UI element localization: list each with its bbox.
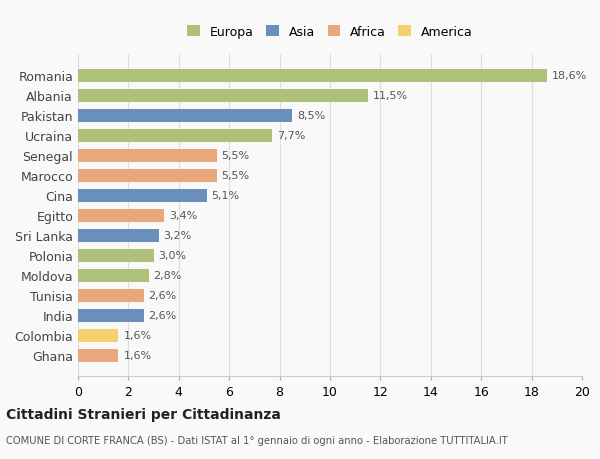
Text: 2,6%: 2,6% <box>149 291 177 301</box>
Text: 5,5%: 5,5% <box>221 151 250 161</box>
Text: 2,6%: 2,6% <box>149 310 177 320</box>
Text: 5,1%: 5,1% <box>212 191 239 201</box>
Text: 3,2%: 3,2% <box>164 231 192 241</box>
Bar <box>78 229 158 242</box>
Text: 5,5%: 5,5% <box>221 171 250 181</box>
Bar <box>78 249 154 262</box>
Legend: Europa, Asia, Africa, America: Europa, Asia, Africa, America <box>181 20 479 45</box>
Bar <box>78 349 118 362</box>
Bar <box>78 309 143 322</box>
Bar <box>78 189 206 202</box>
Bar <box>78 70 547 83</box>
Text: 1,6%: 1,6% <box>124 330 151 340</box>
Bar <box>78 129 272 142</box>
Text: 3,0%: 3,0% <box>158 251 187 261</box>
Text: 11,5%: 11,5% <box>373 91 408 101</box>
Bar <box>78 169 217 182</box>
Bar <box>78 269 149 282</box>
Text: 7,7%: 7,7% <box>277 131 305 141</box>
Text: 8,5%: 8,5% <box>297 111 325 121</box>
Bar <box>78 110 292 123</box>
Bar <box>78 209 164 222</box>
Bar <box>78 329 118 342</box>
Text: Cittadini Stranieri per Cittadinanza: Cittadini Stranieri per Cittadinanza <box>6 407 281 421</box>
Text: 2,8%: 2,8% <box>154 270 182 280</box>
Bar <box>78 289 143 302</box>
Text: 18,6%: 18,6% <box>552 71 587 81</box>
Text: COMUNE DI CORTE FRANCA (BS) - Dati ISTAT al 1° gennaio di ogni anno - Elaborazio: COMUNE DI CORTE FRANCA (BS) - Dati ISTAT… <box>6 435 508 445</box>
Bar <box>78 90 368 102</box>
Text: 1,6%: 1,6% <box>124 350 151 360</box>
Bar <box>78 150 217 162</box>
Text: 3,4%: 3,4% <box>169 211 197 221</box>
